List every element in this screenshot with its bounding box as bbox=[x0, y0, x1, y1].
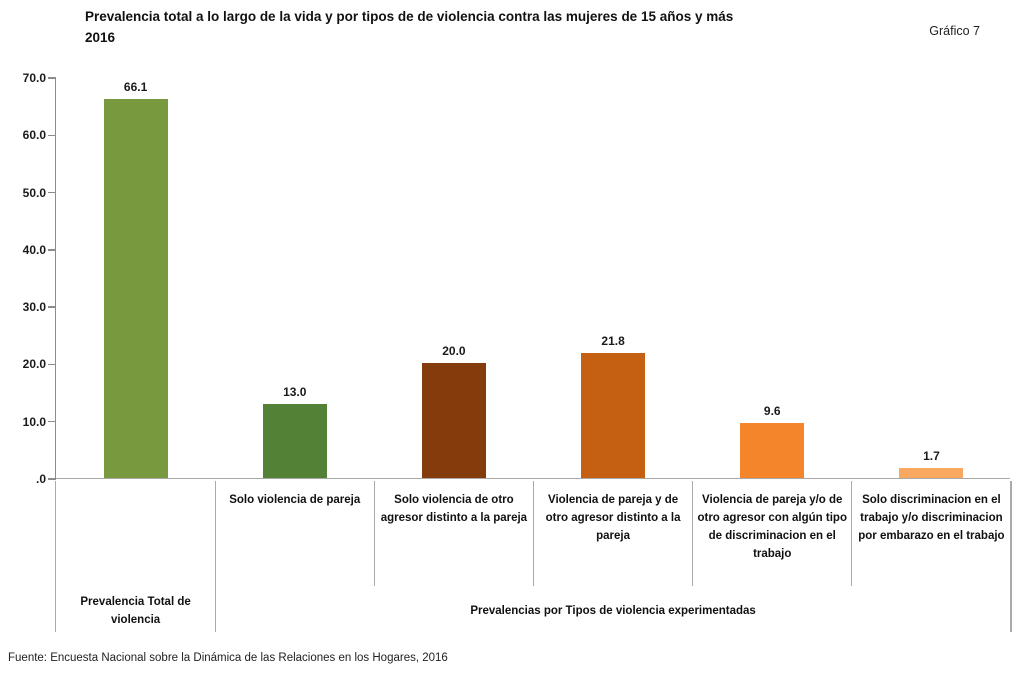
category-label-2: Solo violencia de otro agresor distinto … bbox=[380, 494, 528, 524]
source-note: Fuente: Encuesta Nacional sobre la Dinám… bbox=[8, 652, 448, 664]
category-divider-2 bbox=[373, 481, 375, 586]
category-label-4: Violencia de pareja y/o de otro agresor … bbox=[697, 494, 847, 560]
group-divider-0 bbox=[54, 481, 56, 632]
chart-title-line1: Prevalencia total a lo largo de la vida … bbox=[85, 9, 734, 24]
group-label-types: Prevalencias por Tipos de violencia expe… bbox=[470, 605, 756, 617]
category-label-1: Solo violencia de pareja bbox=[229, 494, 361, 506]
bar-5 bbox=[899, 468, 964, 478]
bar-1 bbox=[262, 403, 327, 478]
bar-4 bbox=[740, 423, 805, 478]
y-axis-tick-mark-2 bbox=[48, 191, 56, 194]
y-axis-tick-mark-5 bbox=[48, 363, 56, 366]
y-axis-tick-mark-0 bbox=[48, 77, 56, 79]
bar-3 bbox=[581, 353, 646, 478]
bar-value-label-5: 1.7 bbox=[923, 449, 940, 464]
plot-area: 66.1 13.0 20.0 21.8 9.6 1.7 70.0 60.0 50.0 40.0 30… bbox=[23, 71, 1012, 632]
y-axis-tick-label-3: 40.0 bbox=[22, 242, 46, 257]
y-axis-tick-label-5: 20.0 bbox=[22, 357, 46, 372]
chart-title-line2: 2016 bbox=[85, 30, 116, 45]
category-divider-3 bbox=[532, 481, 535, 586]
y-axis-tick-label-1: 60.0 bbox=[22, 128, 46, 143]
category-divider-4 bbox=[692, 481, 694, 586]
y-axis-tick-mark-6 bbox=[48, 420, 56, 423]
group-divider-1 bbox=[214, 481, 216, 632]
y-axis-tick-label-7: .0 bbox=[35, 472, 46, 486]
grafico-number-label: Gráfico 7 bbox=[929, 24, 980, 38]
category-divider-5 bbox=[851, 481, 853, 586]
bar-value-label-0: 66.1 bbox=[123, 80, 148, 95]
category-label-5: Solo discriminacion en el trabajo y/o di… bbox=[858, 494, 1005, 542]
bar-value-label-4: 9.6 bbox=[763, 404, 781, 419]
chart-title: Prevalencia total a lo largo de la vida … bbox=[85, 6, 885, 48]
y-axis-tick-label-4: 30.0 bbox=[22, 300, 46, 315]
bar-2 bbox=[421, 363, 486, 478]
y-axis-tick-label-6: 10.0 bbox=[22, 414, 46, 429]
bar-value-label-3: 21.8 bbox=[601, 334, 625, 349]
y-axis-tick-mark-3 bbox=[48, 249, 56, 251]
group-label-total: Prevalencia Total de violencia bbox=[80, 596, 191, 626]
y-axis-tick-mark-7 bbox=[48, 478, 56, 480]
y-axis-tick-label-2: 50.0 bbox=[22, 185, 46, 200]
y-axis-tick-label-0: 70.0 bbox=[22, 71, 46, 85]
y-axis-tick-mark-4 bbox=[48, 306, 56, 308]
bar-value-label-2: 20.0 bbox=[442, 344, 466, 359]
group-divider-2 bbox=[1010, 481, 1012, 632]
bar-0 bbox=[103, 99, 168, 478]
y-axis-tick-mark-1 bbox=[48, 134, 56, 137]
category-label-3: Violencia de pareja y de otro agresor di… bbox=[545, 494, 681, 542]
bar-value-label-1: 13.0 bbox=[283, 384, 307, 399]
